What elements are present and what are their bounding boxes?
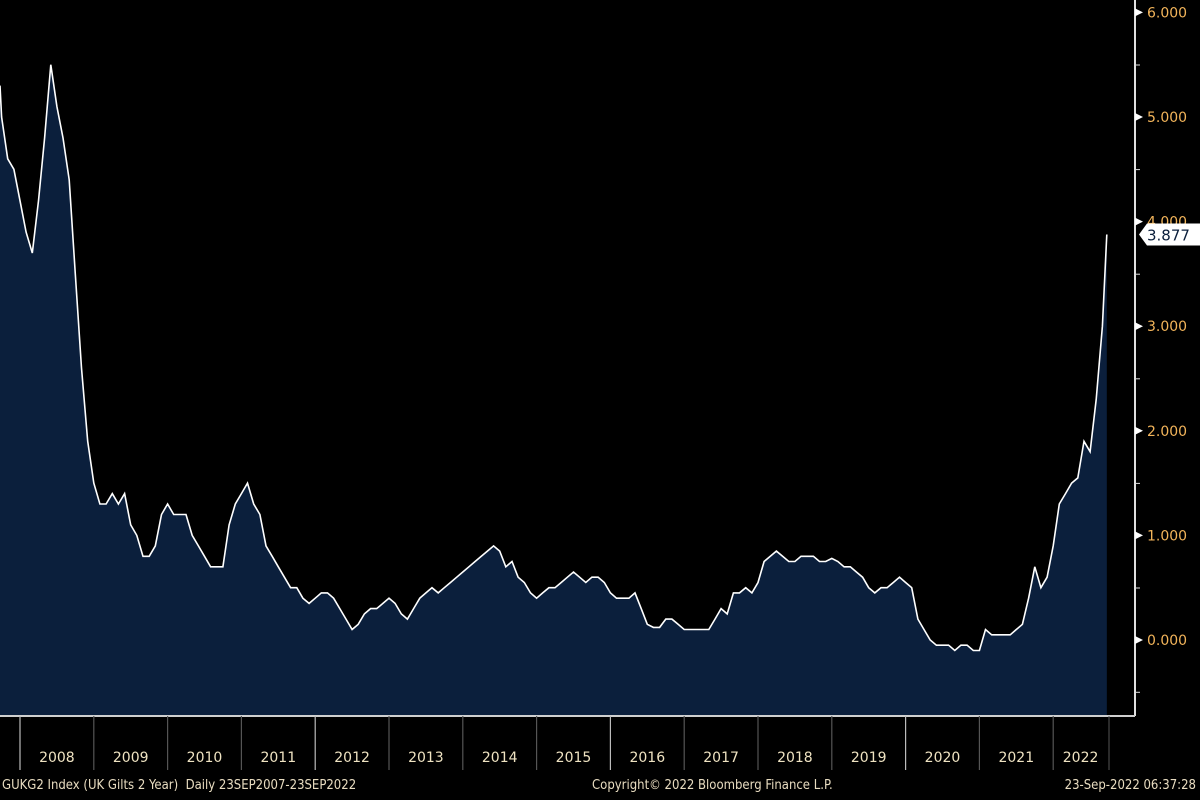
last-value-tag [1139,223,1200,246]
x-tick-label: 2012 [334,750,370,766]
y-tick [1135,531,1143,540]
y-tick-label: 2.000 [1147,424,1187,440]
y-tick [1135,426,1143,435]
y-tick [1135,636,1143,644]
x-tick-label: 2018 [777,750,813,766]
footer-ticker: GUKG2 Index (UK Gilts 2 Year) Daily 23SE… [2,778,357,793]
x-tick-label: 2015 [556,750,592,766]
y-tick [1135,8,1143,17]
x-tick-label: 2022 [1063,750,1099,766]
x-tick-label: 2016 [629,750,665,766]
x-tick-label: 2010 [187,750,223,766]
x-tick-label: 2021 [998,750,1034,766]
footer-copyright: Copyright© 2022 Bloomberg Finance L.P. [592,778,833,793]
x-axis: 2008 2009 2010 2011 2012 2013 2014 2015 2016 2017… [0,715,1135,770]
y-tick-label: 0.000 [1147,633,1187,649]
y-tick-label: 6.000 [1147,5,1187,21]
x-tick-label: 2008 [39,750,75,766]
last-value-label: 3.877 [1147,226,1190,244]
y-tick [1135,322,1143,331]
y-tick [1135,113,1143,121]
x-tick-label: 2014 [482,750,518,766]
series-line [0,64,1108,652]
x-tick-label: 2011 [260,750,296,766]
x-tick-label: 2020 [925,750,961,766]
x-tick-label: 2019 [851,750,887,766]
x-tick-label: 2013 [408,750,444,766]
y-tick-label: 1.000 [1147,528,1187,544]
series-layer [0,64,1108,716]
x-tick-label: 2009 [113,750,149,766]
y-tick [1135,217,1143,226]
area-fill [0,64,1107,716]
y-tick-label: 3.000 [1147,319,1187,335]
y-tick-label: 5.000 [1147,110,1187,126]
x-tick-label: 2017 [703,750,739,766]
footer-timestamp: 23-Sep-2022 06:37:28 [1064,778,1196,793]
